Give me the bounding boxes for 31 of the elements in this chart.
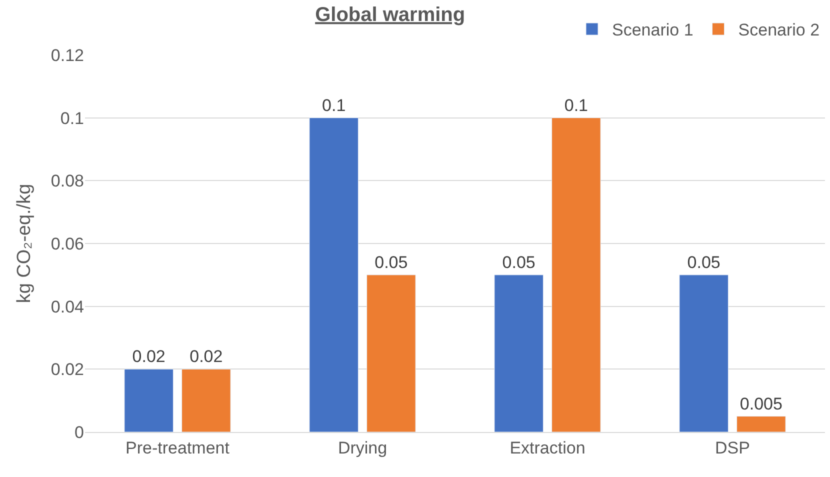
y-tick-label: 0.04 [50, 297, 84, 316]
x-tick-label: Drying [338, 438, 388, 458]
bar [736, 416, 786, 432]
y-tick-label: 0.02 [50, 360, 84, 380]
data-label: 0.1 [322, 96, 346, 115]
x-tick-label: DSP [715, 438, 750, 458]
data-label: 0.1 [564, 96, 588, 115]
y-tick-label: 0 [74, 422, 84, 442]
data-label: 0.02 [132, 347, 166, 366]
bar [494, 274, 544, 432]
bar [366, 274, 416, 432]
chart-title: Global warming [315, 4, 466, 26]
bar [679, 274, 728, 432]
data-label: 0.05 [502, 252, 536, 272]
legend-label: Scenario 1 [612, 20, 694, 40]
y-tick-label: 0.12 [50, 46, 84, 65]
x-tick-label: Extraction [510, 438, 586, 458]
data-label: 0.05 [687, 252, 720, 272]
data-label: 0.05 [374, 252, 408, 272]
y-axis-title: kg CO₂-eq./kg [14, 184, 35, 304]
bar [182, 368, 231, 432]
legend-label: Scenario 2 [738, 20, 820, 40]
x-tick-label: Pre-treatment [126, 438, 230, 458]
bar [124, 368, 174, 432]
y-tick-label: 0.06 [50, 234, 84, 254]
bar [552, 118, 601, 432]
y-tick-label: 0.1 [60, 108, 84, 128]
data-label: 0.02 [190, 347, 223, 366]
data-label: 0.005 [740, 394, 782, 414]
bar [309, 118, 358, 432]
y-tick-label: 0.08 [50, 172, 84, 191]
